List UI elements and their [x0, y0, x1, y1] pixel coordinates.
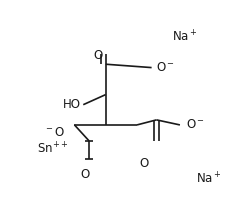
- Text: O: O: [139, 157, 148, 170]
- Text: HO: HO: [63, 98, 81, 111]
- Text: Na$^+$: Na$^+$: [196, 171, 221, 187]
- Text: $^-$O: $^-$O: [44, 126, 65, 139]
- Text: Na$^+$: Na$^+$: [172, 30, 198, 45]
- Text: Sn$^{++}$: Sn$^{++}$: [37, 141, 69, 156]
- Text: O$^-$: O$^-$: [155, 61, 175, 74]
- Text: O: O: [81, 168, 90, 181]
- Text: O: O: [93, 49, 103, 62]
- Text: O$^-$: O$^-$: [186, 118, 205, 131]
